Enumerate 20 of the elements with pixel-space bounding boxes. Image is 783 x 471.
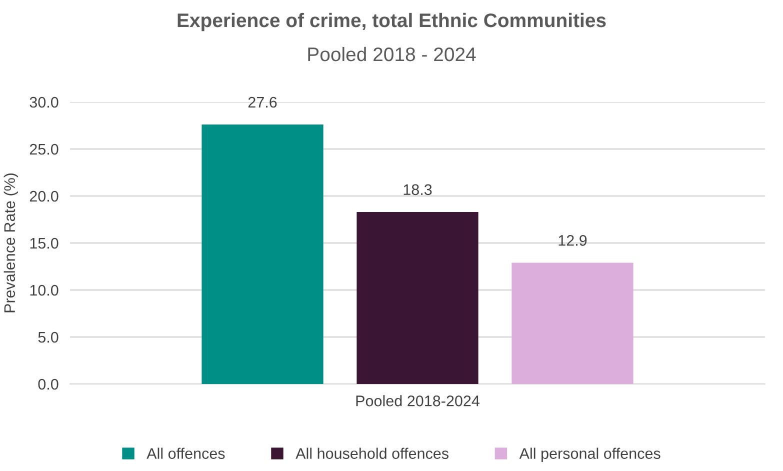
chart-subtitle: Pooled 2018 - 2024 (308, 46, 476, 62)
y-tick-label: 30.0 (30, 96, 58, 108)
data-label: 27.6 (248, 96, 277, 108)
bar (356, 212, 478, 384)
chart-title: Experience of crime, total Ethnic Communities (178, 12, 606, 32)
legend-label: All offences (146, 448, 225, 459)
bar (202, 124, 324, 384)
y-tick-label: 20.0 (30, 190, 58, 202)
legend-label: All household offences (296, 448, 448, 459)
y-axis-title: Prevalence Rate (%) (4, 173, 18, 312)
y-tick-label: 10.0 (30, 284, 58, 296)
legend-label: All personal offences (519, 448, 660, 462)
x-tick-label: Pooled 2018-2024 (356, 395, 480, 406)
y-tick-label: 5.0 (38, 332, 58, 343)
bar (512, 262, 634, 384)
y-tick-label: 25.0 (30, 144, 58, 155)
data-label: 18.3 (404, 184, 432, 196)
y-tick-label: 0.0 (38, 378, 58, 390)
data-label: 12.9 (558, 235, 587, 246)
y-tick-label: 15.0 (30, 238, 58, 249)
